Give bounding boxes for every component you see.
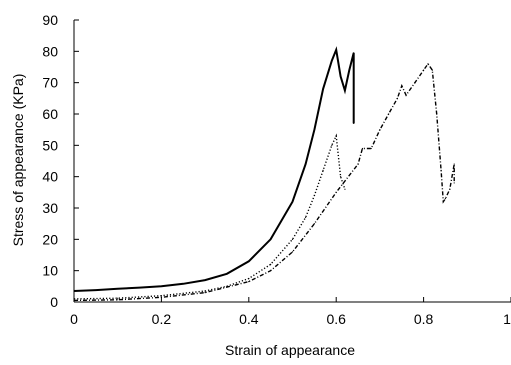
x-tick-label: 0.8 — [414, 311, 434, 327]
series-1-point — [182, 283, 184, 285]
series-3-point — [370, 147, 372, 150]
series-3-point — [361, 147, 364, 150]
x-tick-label: 0.2 — [152, 311, 172, 327]
series-1-point — [291, 201, 294, 203]
series-3-point — [444, 198, 447, 200]
y-ticks: 0 10 20 30 40 50 60 70 80 90 — [42, 12, 79, 310]
x-tick-label: 0.4 — [239, 311, 259, 327]
y-tick-label: 10 — [42, 263, 58, 279]
axes — [73, 20, 511, 303]
series-3-point — [401, 85, 403, 87]
series-2-point — [305, 216, 307, 218]
series-3-point — [204, 292, 206, 294]
series-3-point — [442, 201, 444, 203]
series-3-line — [73, 62, 455, 302]
plot-area — [73, 46, 455, 302]
series-2-point — [270, 263, 272, 265]
series-2-point — [248, 277, 250, 280]
series-3-point — [379, 129, 381, 131]
y-axis-title: Stress of appearance (KPa) — [10, 74, 26, 247]
series-2-point — [117, 297, 119, 299]
series-1-point — [160, 285, 162, 287]
series-3-point — [453, 182, 455, 184]
series-2-line — [73, 133, 346, 300]
series-1-point — [322, 88, 324, 90]
series-1-line — [73, 46, 355, 292]
series-3-point — [440, 169, 442, 171]
series-1-point — [353, 52, 355, 54]
y-tick-label: 70 — [42, 75, 58, 91]
x-tick-label: 1 — [503, 311, 511, 327]
series-1 — [73, 46, 355, 292]
y-tick-label: 60 — [42, 106, 58, 122]
x-axis-title: Strain of appearance — [225, 342, 355, 358]
series-1-point — [344, 89, 346, 92]
series-1-point — [95, 289, 97, 291]
series-1-point — [339, 75, 342, 77]
y-tick-label: 40 — [42, 169, 58, 185]
series-1-point — [348, 69, 350, 71]
series-1-point — [138, 286, 141, 289]
y-tick-label: 20 — [42, 231, 58, 247]
series-3-point — [291, 251, 294, 253]
series-1-point — [117, 288, 119, 290]
y-tick-label: 90 — [42, 12, 58, 28]
series-3-point — [248, 281, 250, 283]
series-3-point — [436, 113, 438, 115]
series-3-point — [453, 163, 455, 165]
series-3-point — [357, 163, 359, 165]
series-1-point — [226, 273, 228, 275]
series-2-point — [331, 144, 333, 146]
series-1-point — [331, 60, 333, 62]
series-3-point — [449, 188, 451, 190]
series-2-point — [344, 188, 346, 190]
x-tick-label: 0 — [70, 311, 78, 327]
series-3-point — [270, 270, 272, 272]
series-3-point — [414, 82, 416, 84]
series-1-point — [353, 97, 355, 99]
series-2-point — [339, 176, 342, 178]
y-tick-label: 80 — [42, 43, 58, 59]
series-3-point — [335, 191, 337, 193]
series-1-point — [353, 122, 355, 124]
series-2-point — [160, 295, 162, 297]
x-tick-label: 0.6 — [326, 311, 346, 327]
series-1-point — [335, 49, 337, 51]
series-3-point — [117, 299, 119, 301]
series-3-point — [423, 69, 425, 71]
series-2-point — [291, 238, 294, 240]
series-3-point — [396, 97, 398, 99]
series-1-point — [305, 163, 307, 165]
series-2-point — [335, 135, 337, 137]
series-2-point — [313, 194, 315, 197]
series-1-point — [204, 279, 206, 281]
series-2 — [73, 133, 346, 300]
y-tick-label: 50 — [42, 137, 58, 153]
y-tick-label: 30 — [42, 200, 58, 216]
series-3-point — [431, 69, 433, 71]
series-1-point — [248, 260, 250, 262]
series-2-point — [322, 169, 324, 171]
series-2-point — [204, 290, 206, 292]
x-ticks: 0 0.2 0.4 0.6 0.8 1 — [70, 297, 511, 327]
series-1-point — [270, 238, 272, 240]
series-3-point — [427, 63, 429, 65]
series-1-point — [313, 129, 315, 131]
y-tick-label: 0 — [50, 294, 58, 310]
series-3-point — [313, 223, 315, 225]
series-3 — [73, 62, 455, 302]
series-3-point — [388, 113, 390, 115]
series-3-point — [405, 94, 407, 96]
